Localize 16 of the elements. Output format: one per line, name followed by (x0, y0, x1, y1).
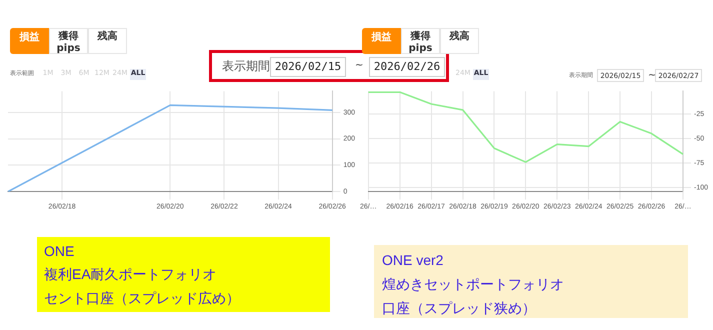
text: 損益 (10, 28, 49, 54)
text: 2026/02/26 (369, 57, 445, 77)
text: ONE ver2 (382, 252, 444, 268)
text: 獲得 pips (49, 28, 88, 54)
text: ~ (355, 60, 364, 71)
text: セント口座（スプレッド広め） (44, 290, 240, 308)
text: 口座（スプレッド狭め） (382, 300, 536, 318)
text: 煌めきセットポートフォリオ (382, 276, 564, 294)
text: 複利EA耐久ポートフォリオ (44, 266, 217, 284)
text: 残高 (440, 28, 479, 54)
text: 2026/02/15 (270, 57, 346, 77)
text: 損益 (362, 28, 401, 54)
text: 残高 (88, 28, 127, 54)
text: ONE (44, 243, 74, 259)
text: 表示期間 (222, 58, 270, 75)
text: 獲得 pips (401, 28, 440, 54)
